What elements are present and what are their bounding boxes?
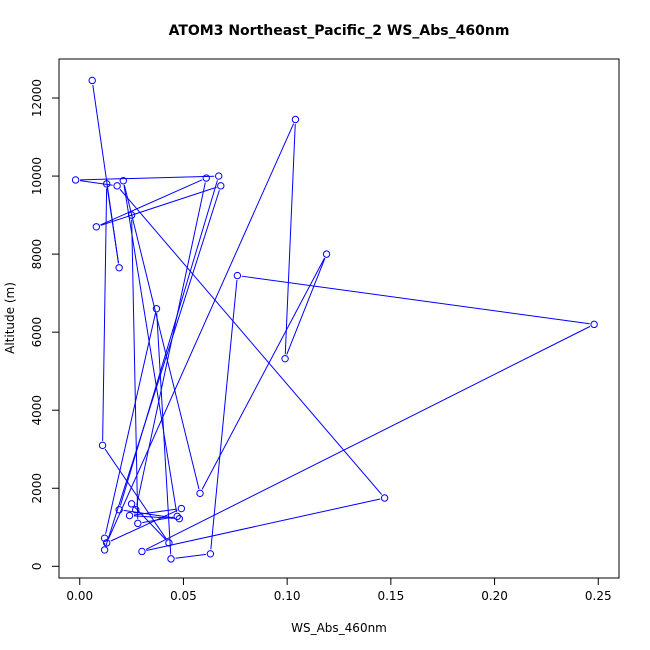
series-segment bbox=[110, 509, 178, 542]
data-point bbox=[152, 305, 161, 313]
series-segment bbox=[131, 219, 139, 519]
series-segment bbox=[104, 448, 167, 540]
data-point bbox=[215, 172, 223, 180]
data-point bbox=[127, 211, 136, 219]
data-point bbox=[380, 494, 389, 502]
series-segment bbox=[119, 188, 383, 495]
data-point bbox=[590, 320, 598, 329]
y-tick-label: 6000 bbox=[30, 317, 44, 348]
series-segment bbox=[241, 275, 590, 325]
series-segment bbox=[106, 188, 119, 264]
series-segment bbox=[105, 313, 156, 534]
plot-frame bbox=[58, 58, 620, 579]
x-tick-label: 0.10 bbox=[274, 589, 301, 603]
y-tick-label: 12000 bbox=[30, 79, 44, 117]
data-point bbox=[127, 500, 136, 508]
data-point bbox=[113, 182, 121, 190]
series-segment bbox=[136, 182, 206, 506]
series-segment bbox=[100, 186, 217, 226]
series-lines bbox=[79, 84, 591, 559]
data-point bbox=[119, 177, 127, 185]
data-point bbox=[206, 550, 215, 558]
series-segment bbox=[123, 185, 178, 512]
data-point bbox=[115, 264, 123, 272]
data-point bbox=[115, 506, 123, 514]
x-axis-label: WS_Abs_460nm bbox=[291, 621, 387, 635]
data-point bbox=[98, 441, 107, 450]
x-tick-label: 0.25 bbox=[585, 589, 612, 603]
data-point bbox=[165, 539, 173, 547]
data-point bbox=[322, 250, 331, 258]
data-point bbox=[138, 547, 146, 556]
y-tick-label: 0 bbox=[30, 562, 44, 570]
data-point bbox=[92, 223, 101, 231]
x-axis: 0.00 0.05 0.10 0.15 0.20 0.25 bbox=[66, 577, 612, 603]
y-tick-label: 8000 bbox=[30, 239, 44, 270]
data-point bbox=[177, 504, 186, 513]
y-tick-label: 10000 bbox=[30, 157, 44, 195]
data-point bbox=[100, 534, 109, 542]
series-segment bbox=[100, 179, 203, 226]
data-point bbox=[134, 519, 142, 528]
series-segment bbox=[79, 180, 113, 186]
series-segment bbox=[286, 258, 326, 355]
data-point bbox=[100, 546, 109, 554]
series-segment bbox=[123, 185, 200, 490]
data-point bbox=[71, 176, 80, 184]
data-point bbox=[103, 180, 111, 188]
data-point bbox=[196, 489, 204, 498]
data-point bbox=[167, 555, 175, 563]
data-point bbox=[173, 512, 181, 521]
y-axis: 0 2000 4000 6000 8000 10000 12000 bbox=[30, 79, 60, 570]
series-segment bbox=[146, 498, 381, 551]
data-point bbox=[175, 514, 183, 523]
data-point bbox=[125, 511, 134, 520]
series-segment bbox=[284, 123, 296, 355]
series-segment bbox=[105, 189, 220, 546]
chart-title: ATOM3 Northeast_Pacific_2 WS_Abs_460nm bbox=[169, 23, 510, 39]
data-point bbox=[217, 182, 225, 190]
x-tick-label: 0.05 bbox=[170, 589, 197, 603]
x-tick-label: 0.15 bbox=[377, 589, 404, 603]
data-point bbox=[202, 174, 210, 182]
x-tick-label: 0.20 bbox=[481, 589, 508, 603]
series-points bbox=[71, 76, 598, 563]
series-segment bbox=[108, 123, 295, 539]
series-segment bbox=[80, 175, 215, 181]
series-segment bbox=[123, 509, 175, 519]
data-point bbox=[291, 115, 300, 124]
series-segment bbox=[175, 553, 207, 559]
y-axis-label: Altitude (m) bbox=[3, 282, 17, 354]
x-tick-label: 0.00 bbox=[66, 589, 93, 603]
series-segment bbox=[145, 325, 591, 550]
data-point bbox=[281, 354, 289, 363]
series-segment bbox=[142, 516, 173, 524]
series-segment bbox=[210, 280, 238, 550]
y-tick-label: 2000 bbox=[30, 473, 44, 504]
data-point bbox=[88, 76, 96, 85]
series-segment bbox=[133, 508, 177, 516]
y-tick-label: 4000 bbox=[30, 395, 44, 426]
series-segment bbox=[201, 257, 325, 490]
data-point bbox=[132, 506, 140, 514]
series-segment bbox=[102, 188, 108, 441]
data-point bbox=[103, 539, 111, 547]
data-point bbox=[233, 271, 242, 280]
